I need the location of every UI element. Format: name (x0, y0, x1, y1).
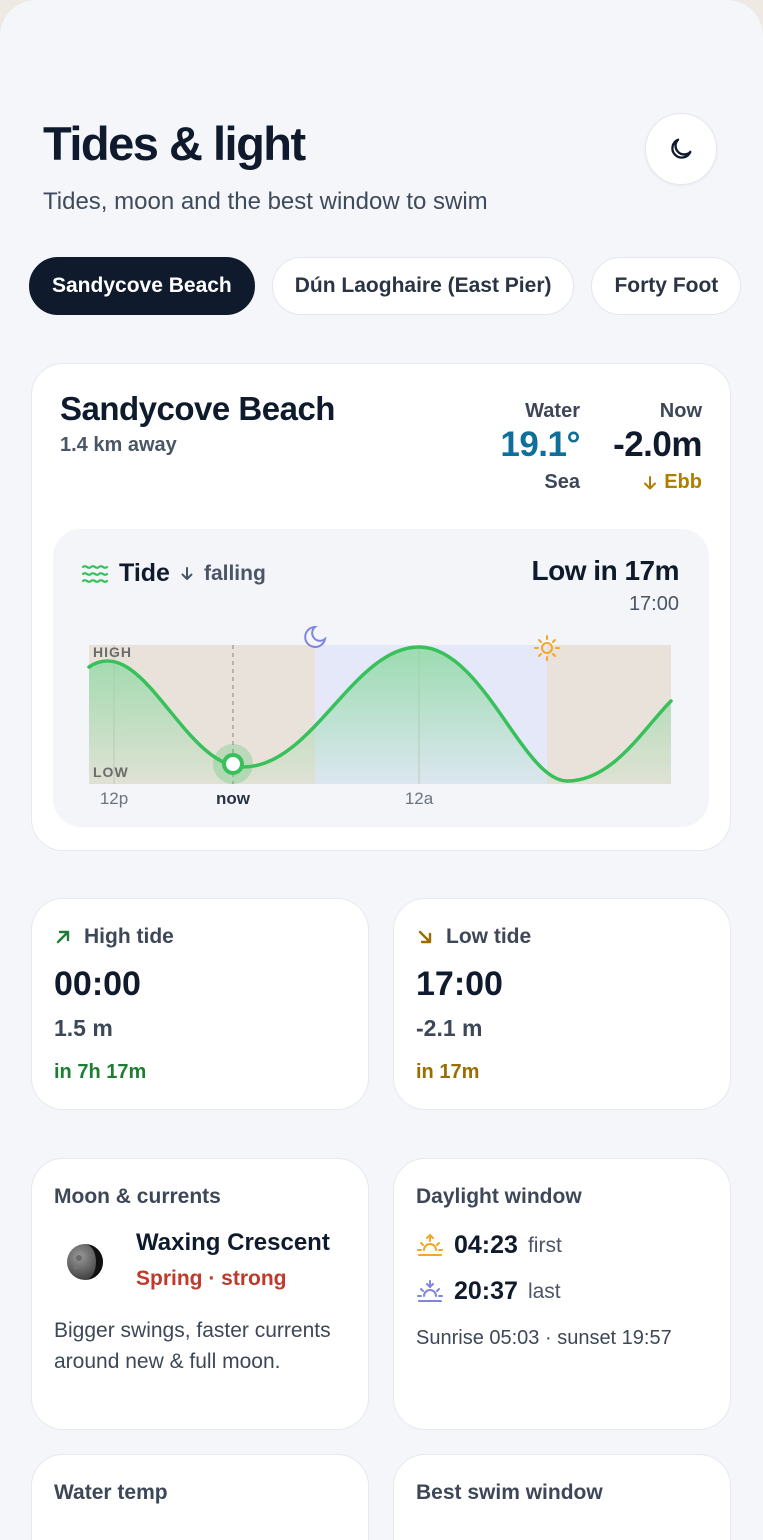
tide-title: Tide (119, 559, 170, 587)
sun-times: Sunrise 05:03 · sunset 19:57 (416, 1327, 672, 1349)
now-marker (222, 753, 244, 775)
now-value: -2.0m (613, 425, 702, 464)
high-tide-card[interactable]: High tide 00:00 1.5 m in 7h 17m (31, 898, 369, 1110)
best-swim-card[interactable]: Best swim window (393, 1454, 731, 1540)
next-tide-label: Low in 17m (531, 555, 680, 586)
arrow-down-icon (181, 566, 193, 580)
water-stat: Water 19.1° Sea (487, 400, 580, 494)
arrow-up-right-icon (56, 930, 70, 944)
high-tide-height: 1.5 m (54, 1015, 113, 1041)
tick-label-12p: 12p (100, 789, 128, 808)
high-tide-label: High tide (84, 925, 174, 948)
water-sub: Sea (544, 471, 580, 493)
location-chip-forty-foot[interactable]: Forty Foot (591, 257, 742, 315)
low-tide-countdown: in 17m (416, 1061, 480, 1083)
last-light-label: last (527, 1279, 561, 1303)
location-chips: Sandycove Beach Dún Laoghaire (East Pier… (29, 257, 742, 315)
tide-trend: falling (203, 561, 266, 585)
next-tide-time: 17:00 (628, 593, 679, 615)
now-sub-label: Ebb (664, 471, 702, 493)
arrow-down-right-icon (418, 930, 432, 944)
tide-line (87, 645, 673, 783)
now-sub: Ebb (592, 471, 702, 494)
moon-description: Bigger swings, faster currents around ne… (54, 1319, 331, 1373)
next-tide: Low in 17m 17:00 (531, 555, 680, 616)
moon-phase: Waxing Crescent (136, 1229, 330, 1256)
location-chip-sandycove[interactable]: Sandycove Beach (29, 257, 255, 315)
low-tide-time: 17:00 (416, 965, 503, 1003)
high-tide-time: 00:00 (54, 965, 141, 1003)
first-light-label: first (527, 1233, 562, 1257)
sun-marker-icon (534, 635, 560, 661)
location-name: Sandycove Beach (60, 390, 335, 427)
location-chip-dun-laoghaire[interactable]: Dún Laoghaire (East Pier) (271, 257, 575, 315)
arrow-down-icon (644, 475, 657, 489)
moon-strength: Spring · strong (136, 1267, 287, 1290)
last-light-time: 20:37 (454, 1277, 518, 1305)
tide-panel: Tide falling Low in 17m 17:00 (53, 529, 709, 827)
daylight-label: Daylight window (416, 1185, 582, 1208)
moon-marker-icon (304, 625, 327, 648)
last-light-row: 20:37 last (416, 1277, 561, 1306)
first-light-row: 04:23 first (416, 1231, 562, 1260)
moon-card[interactable]: Moon & currents Waxing Crescent Spring ·… (31, 1158, 369, 1430)
moon-phase-icon (67, 1244, 103, 1280)
tide-chart: HIGH LOW 12p now 12a (87, 625, 673, 808)
tick-label-12a: 12a (405, 789, 434, 808)
location-card: Sandycove Beach 1.4 km away Water 19.1° … (31, 363, 731, 851)
sunrise-icon (417, 1233, 443, 1256)
location-distance: 1.4 km away (60, 434, 177, 456)
low-tide-height: -2.1 m (416, 1015, 483, 1041)
first-light-time: 04:23 (454, 1231, 518, 1259)
high-label: HIGH (93, 644, 132, 660)
water-label: Water (525, 400, 580, 422)
low-tide-label: Low tide (446, 925, 532, 948)
best-swim-label: Best swim window (416, 1481, 603, 1504)
low-tide-card[interactable]: Low tide 17:00 -2.1 m in 17m (393, 898, 731, 1110)
page-subtitle: Tides, moon and the best window to swim (43, 188, 488, 215)
high-tide-countdown: in 7h 17m (54, 1061, 147, 1083)
now-label: Now (659, 400, 702, 422)
water-value: 19.1° (500, 425, 580, 464)
now-stat: Now -2.0m Ebb (592, 400, 702, 494)
moon-card-label: Moon & currents (54, 1185, 221, 1208)
water-temp-label: Water temp (54, 1481, 168, 1504)
moon-icon (671, 138, 692, 159)
sunset-icon (417, 1279, 443, 1302)
tick-label-now: now (216, 789, 251, 808)
tide-header: Tide falling (81, 559, 266, 588)
low-label: LOW (93, 764, 129, 780)
theme-toggle-button[interactable] (645, 113, 717, 185)
daylight-card[interactable]: Daylight window 04:23 first (393, 1158, 731, 1430)
water-temp-card[interactable]: Water temp (31, 1454, 369, 1540)
page-title: Tides & light (43, 117, 306, 170)
waves-icon (81, 564, 109, 583)
